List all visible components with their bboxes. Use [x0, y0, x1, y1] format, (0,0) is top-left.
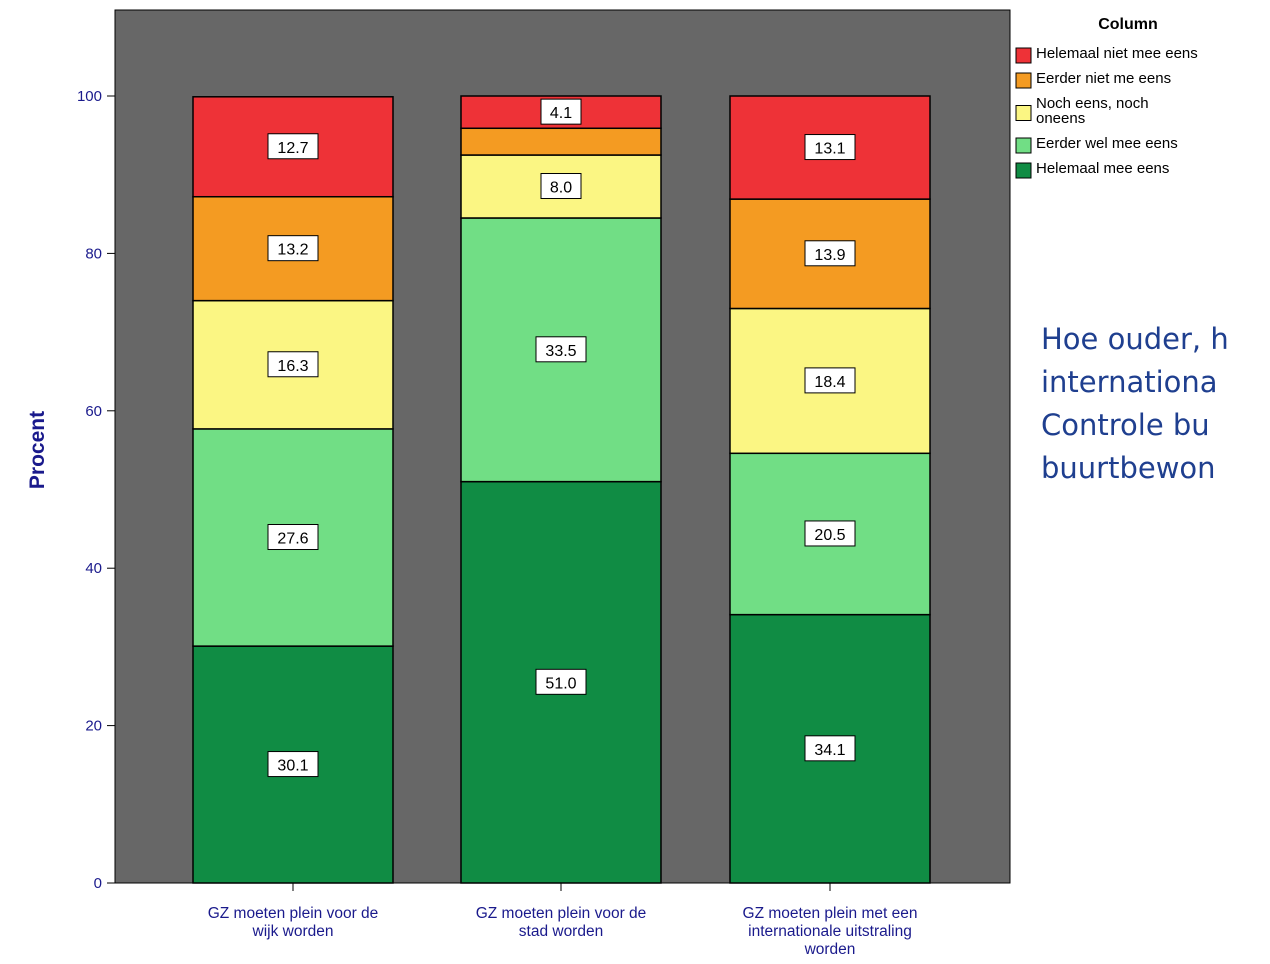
- x-category-label: GZ moeten plein voor de: [476, 905, 647, 922]
- legend-swatch: [1015, 137, 1032, 154]
- side-note-line: Hoe ouder, h: [1041, 322, 1229, 356]
- legend-swatch: [1015, 72, 1032, 89]
- data-label-box: [804, 134, 856, 161]
- data-label: 13.1: [814, 141, 845, 158]
- legend-label: Eerder wel mee eens: [1036, 135, 1178, 152]
- y-tick-label: 80: [85, 245, 102, 262]
- x-category-label: stad worden: [519, 923, 603, 940]
- data-label: 16.3: [277, 358, 308, 375]
- y-tick-label: 60: [85, 403, 102, 420]
- legend-label: Noch eens, noch: [1036, 95, 1149, 112]
- y-tick-label: 40: [85, 560, 102, 577]
- legend-label: Helemaal niet mee eens: [1036, 45, 1198, 62]
- legend-label: Eerder niet me eens: [1036, 70, 1171, 87]
- data-label-box: [540, 173, 582, 200]
- bar-segment: [460, 127, 662, 156]
- data-label: 30.1: [277, 758, 308, 775]
- data-label-box: [535, 668, 587, 695]
- side-note-line: buurtbewon: [1041, 451, 1216, 485]
- data-label-box: [267, 524, 319, 551]
- y-tick-label: 0: [94, 875, 102, 892]
- data-label: 27.6: [277, 531, 308, 548]
- x-category-label: worden: [804, 941, 856, 958]
- x-category-label: internationale uitstraling: [748, 923, 912, 940]
- data-label: 13.9: [814, 247, 845, 264]
- data-label-box: [540, 98, 582, 125]
- x-category-label: wijk worden: [252, 923, 334, 940]
- data-label-box: [804, 240, 856, 267]
- side-note-line: internationa: [1041, 365, 1218, 399]
- data-label: 34.1: [814, 742, 845, 759]
- legend-title: Column: [1098, 16, 1158, 33]
- data-label-box: [267, 351, 319, 378]
- legend-label: oneens: [1036, 110, 1085, 127]
- x-category-label: GZ moeten plein met een: [743, 905, 918, 922]
- data-label-box: [267, 133, 319, 160]
- data-label: 18.4: [814, 374, 845, 391]
- y-axis-label: Procent: [26, 411, 49, 489]
- data-label: 20.5: [814, 527, 845, 544]
- y-tick-label: 100: [77, 88, 102, 105]
- data-label: 33.5: [545, 343, 576, 360]
- data-label-box: [804, 735, 856, 762]
- data-label-box: [804, 367, 856, 394]
- legend-swatch: [1015, 162, 1032, 179]
- data-label-box: [535, 336, 587, 363]
- legend-swatch: [1015, 105, 1032, 121]
- data-label-box: [267, 751, 319, 778]
- data-label-box: [804, 520, 856, 547]
- legend-swatch: [1015, 47, 1032, 64]
- data-label: 51.0: [545, 675, 576, 692]
- y-tick-label: 20: [85, 718, 102, 735]
- data-label: 12.7: [277, 140, 308, 157]
- data-label: 4.1: [550, 105, 572, 122]
- side-note-line: Controle bu: [1041, 408, 1210, 442]
- data-label: 8.0: [550, 180, 572, 197]
- data-label-box: [267, 235, 319, 262]
- legend-label: Helemaal mee eens: [1036, 160, 1169, 177]
- x-category-label: GZ moeten plein voor de: [208, 905, 379, 922]
- side-note: Hoe ouder, h internationa Controle bu bu…: [1041, 318, 1229, 490]
- data-label: 13.2: [277, 242, 308, 259]
